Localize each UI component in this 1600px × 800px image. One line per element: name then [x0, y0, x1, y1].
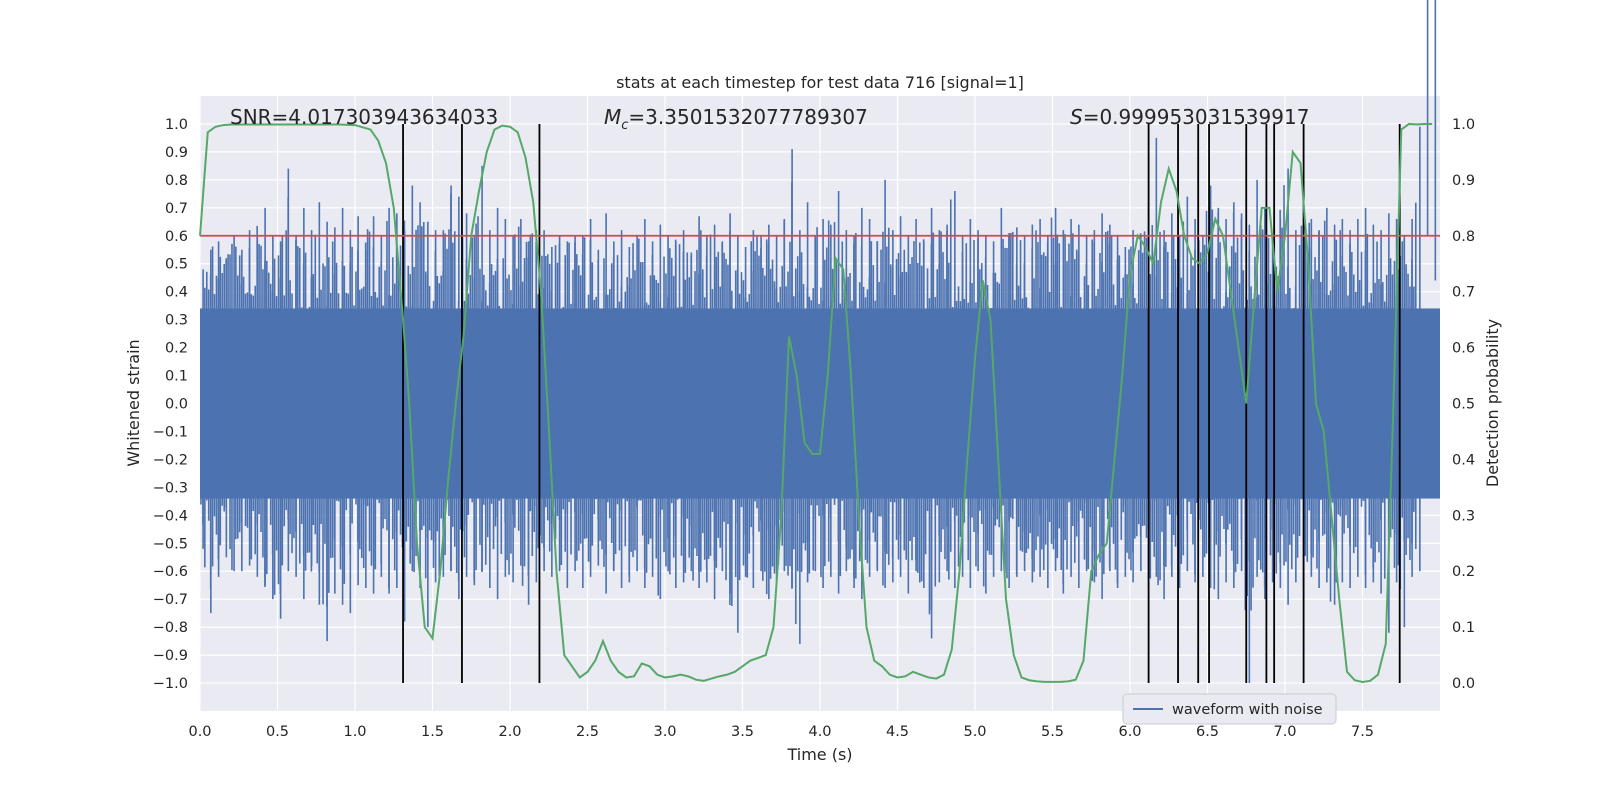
legend: waveform with noise [1122, 693, 1337, 725]
x-tick-label: 3.5 [731, 724, 754, 740]
x-tick-label: 6.0 [1118, 724, 1141, 740]
y-tick-label: −0.9 [153, 648, 188, 664]
probability-line [199, 122, 1433, 683]
x-tick-label: 7.0 [1273, 724, 1296, 740]
y-tick-label: 1.0 [165, 117, 188, 133]
chirp-mass-annotation: Mc=3.3501532077789307 [604, 105, 868, 133]
y-tick-label: 0.1 [165, 369, 188, 385]
chart-title: stats at each timestep for test data 716… [616, 73, 1024, 92]
x-tick-label: 0.0 [188, 724, 211, 740]
y-tick-label: −0.8 [153, 620, 188, 636]
legend-label: waveform with noise [1172, 702, 1323, 718]
x-tick-label: 0.5 [266, 724, 289, 740]
y2-tick-label: 0.2 [1452, 564, 1475, 580]
x-tick-label: 5.0 [963, 724, 986, 740]
stat-annotation: S=0.999953031539917 [1070, 105, 1309, 129]
y-tick-label: −0.3 [153, 480, 188, 496]
y-tick-label: 0.6 [165, 229, 188, 245]
y-tick-label: −0.4 [153, 508, 188, 524]
y2-tick-label: 0.6 [1452, 341, 1475, 357]
y2-tick-label: 0.7 [1452, 285, 1475, 301]
x-axis-label: Time (s) [786, 745, 852, 764]
y-tick-label: −0.7 [153, 592, 188, 608]
y-tick-label: −0.1 [153, 424, 188, 440]
strain-core-band [200, 308, 1440, 499]
y-tick-label: −0.6 [153, 564, 188, 580]
y-tick-label: 0.0 [165, 397, 188, 413]
y-tick-label: 0.4 [165, 285, 188, 301]
y-axis-label: Whitened strain [124, 339, 143, 466]
x-tick-label: 2.5 [576, 724, 599, 740]
y2-tick-label: 0.8 [1452, 229, 1475, 245]
y-tick-label: 0.3 [165, 313, 188, 329]
x-tick-label: 1.0 [343, 724, 366, 740]
y-tick-label: 0.7 [165, 201, 188, 217]
strain-series [200, 0, 1440, 684]
probability-series [199, 122, 1433, 683]
y2-tick-label: 0.3 [1452, 508, 1475, 524]
x-tick-label: 4.5 [886, 724, 909, 740]
y2-tick-label: 0.4 [1452, 452, 1475, 468]
y-tick-label: 0.2 [165, 341, 188, 357]
x-tick-label: 6.5 [1196, 724, 1219, 740]
y-tick-label: −0.2 [153, 452, 188, 468]
y-axis-ticks: 1.0 0.9 0.8 0.7 0.6 0.5 0.4 0.3 0.2 0.1 0.0 −0.1 −0.… [153, 117, 188, 692]
x-tick-label: 3.0 [653, 724, 676, 740]
y-tick-label: 0.9 [165, 145, 188, 161]
y2-tick-label: 1.0 [1452, 117, 1475, 133]
y2-tick-label: 0.9 [1452, 173, 1475, 189]
y-tick-label: −0.5 [153, 536, 188, 552]
x-axis-ticks: 0.0 0.5 1.0 1.5 2.0 2.5 3.0 3.5 4.0 4.5 5.0 5.5 6.0 6… [188, 724, 1374, 740]
y-tick-label: −1.0 [153, 676, 188, 692]
y2-tick-label: 0.1 [1452, 620, 1475, 636]
y2-tick-label: 0.0 [1452, 676, 1475, 692]
x-tick-label: 1.5 [421, 724, 444, 740]
y-tick-label: 0.8 [165, 173, 188, 189]
x-tick-label: 4.0 [808, 724, 831, 740]
snr-annotation: SNR=4.017303943634033 [230, 105, 498, 129]
y2-tick-label: 0.5 [1452, 397, 1475, 413]
y2-axis-label: Detection probability [1483, 319, 1502, 487]
x-tick-label: 5.5 [1041, 724, 1064, 740]
x-tick-label: 2.0 [498, 724, 521, 740]
x-tick-label: 7.5 [1351, 724, 1374, 740]
y2-axis-ticks: 1.0 0.9 0.8 0.7 0.6 0.5 0.4 0.3 0.2 0.1 0.0 [1452, 117, 1475, 692]
y-tick-label: 0.5 [165, 257, 188, 273]
legend-box [1122, 693, 1337, 725]
